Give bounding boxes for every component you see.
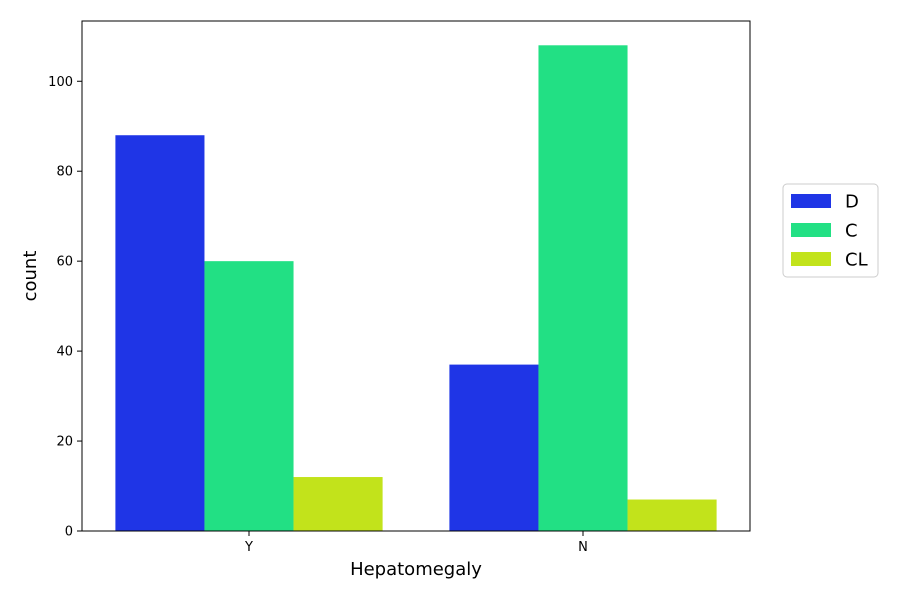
y-tick-label: 80	[56, 165, 73, 180]
x-axis-label: Hepatomegaly	[350, 559, 482, 580]
x-tick-label: Y	[244, 540, 253, 555]
y-tick-label: 0	[65, 525, 73, 540]
plot-frame	[81, 20, 751, 532]
legend-swatch-d	[791, 194, 831, 208]
y-tick-label: 20	[56, 435, 73, 450]
legend-label-c: C	[845, 221, 858, 242]
legend: DC CL	[782, 183, 879, 278]
legend-swatch-cl	[791, 252, 831, 266]
bars-group	[115, 45, 717, 532]
legend-label-cl: CL	[845, 250, 868, 271]
bar-d-n	[449, 364, 539, 531]
bar-d-y	[115, 135, 205, 532]
y-tick-label: 60	[56, 255, 73, 270]
y-tick-label: 100	[48, 75, 73, 90]
bar-cl-y	[293, 477, 383, 531]
bar-c-n	[538, 45, 628, 531]
bar-cl-n	[627, 499, 717, 531]
legend-label-d: D	[845, 192, 859, 213]
y-axis-label: count	[20, 251, 41, 302]
y-tick-label: 40	[56, 345, 73, 360]
y-axis: 0 20 40 60 80 100	[48, 75, 82, 540]
x-tick-label: N	[578, 540, 588, 555]
bar-c-y	[204, 261, 294, 531]
legend-swatch-c	[791, 223, 831, 237]
